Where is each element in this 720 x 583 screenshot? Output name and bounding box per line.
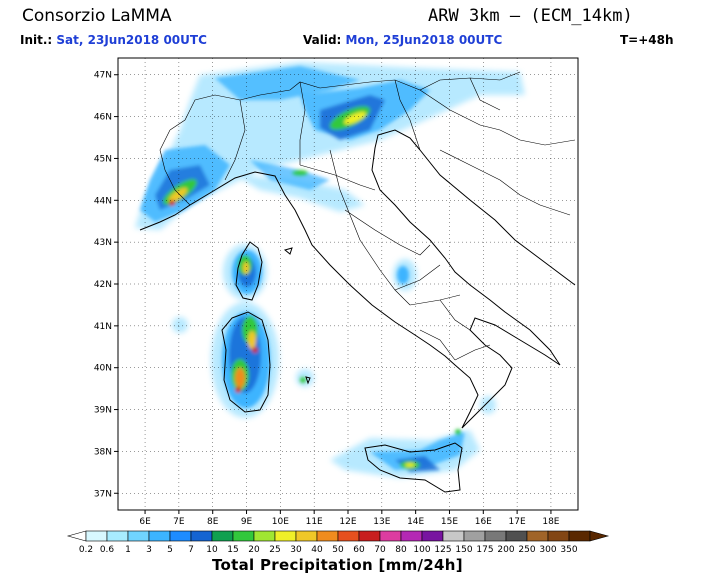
colorbar-swatch	[505, 530, 528, 542]
lon-tick-label: 12E	[339, 517, 356, 527]
lat-tick-label: 42N	[94, 280, 112, 290]
init-value: Sat, 23Jun2018 00UTC	[56, 33, 207, 47]
colorbar-swatch	[568, 530, 591, 542]
lon-tick-label: 7E	[173, 517, 185, 527]
colorbar-tick-label: 80	[395, 545, 407, 555]
colorbar-max-arrow	[589, 530, 610, 542]
colorbar-tick-label: 25	[269, 545, 280, 555]
colorbar-tick-label: 60	[353, 545, 365, 555]
init-label: Init.:	[20, 33, 53, 47]
colorbar-swatch	[463, 530, 486, 542]
lon-tick-label: 9E	[241, 517, 253, 527]
colorbar-swatch	[379, 530, 402, 542]
lat-tick-label: 40N	[94, 364, 112, 374]
lat-tick-label: 37N	[94, 489, 112, 499]
colorbar-tick-label: 70	[374, 545, 386, 555]
colorbar-swatch	[295, 530, 318, 542]
lat-tick-label: 39N	[94, 406, 112, 416]
lon-tick-label: 16E	[475, 517, 492, 527]
colorbar-tick-label: 50	[332, 545, 344, 555]
colorbar-tick-label: 350	[560, 545, 577, 555]
colorbar-swatch	[253, 530, 276, 542]
lon-tick-label: 14E	[407, 517, 424, 527]
colorbar-tick-label: 125	[434, 545, 451, 555]
colorbar	[66, 530, 610, 542]
colorbar-swatch	[421, 530, 444, 542]
colorbar-swatch	[106, 530, 129, 542]
colorbar-swatch	[190, 530, 213, 542]
colorbar-swatch	[358, 530, 381, 542]
lon-tick-label: 17E	[509, 517, 526, 527]
lon-tick-label: 18E	[542, 517, 559, 527]
colorbar-tick-label: 175	[476, 545, 493, 555]
colorbar-swatch	[484, 530, 507, 542]
colorbar-swatch	[169, 530, 192, 542]
colorbar-swatch	[274, 530, 297, 542]
colorbar-tick-label: 1	[125, 545, 131, 555]
valid-value: Mon, 25Jun2018 00UTC	[345, 33, 503, 47]
colorbar-swatch	[547, 530, 570, 542]
lon-tick-label: 13E	[373, 517, 390, 527]
colorbar-labels: 0.2 0.6 1 3 5 7 10 15 20 25 30 40 50 60 70 80 100 125 150 1…	[79, 545, 578, 555]
colorbar-min-arrow	[66, 530, 87, 542]
longitude-labels: 6E 7E 8E 9E 10E 11E 12E 13E 14E 15E 16E 17E 18E	[139, 510, 560, 527]
lon-tick-label: 15E	[441, 517, 458, 527]
colorbar-tick-label: 20	[248, 545, 260, 555]
colorbar-swatch	[211, 530, 234, 542]
colorbar-swatch	[232, 530, 255, 542]
colorbar-tick-label: 0.2	[79, 545, 93, 555]
organization-title: Consorzio LaMMA	[22, 6, 172, 26]
colorbar-tick-label: 7	[188, 545, 194, 555]
lat-tick-label: 43N	[94, 238, 112, 248]
colorbar-tick-label: 3	[146, 545, 152, 555]
colorbar-swatch	[316, 530, 339, 542]
lat-tick-label: 41N	[94, 322, 112, 332]
lat-tick-label: 46N	[94, 113, 112, 123]
colorbar-tick-label: 5	[167, 545, 173, 555]
colorbar-tick-label: 10	[206, 545, 218, 555]
colorbar-tick-label: 300	[539, 545, 556, 555]
colorbar-tick-label: 250	[518, 545, 535, 555]
graticule	[118, 58, 578, 510]
valid-label: Valid:	[303, 33, 342, 47]
lon-tick-label: 8E	[207, 517, 219, 527]
colorbar-swatch	[85, 530, 108, 542]
lat-tick-label: 38N	[94, 447, 112, 457]
colorbar-swatch	[400, 530, 423, 542]
lat-tick-label: 47N	[94, 71, 112, 81]
valid-time: Valid: Mon, 25Jun2018 00UTC	[303, 33, 502, 47]
lat-tick-label: 45N	[94, 154, 112, 164]
model-title: ARW 3km – (ECM_14km)	[428, 6, 633, 26]
forecast-timestep: T=+48h	[620, 33, 674, 47]
colorbar-tick-label: 30	[290, 545, 302, 555]
colorbar-tick-label: 15	[227, 545, 238, 555]
colorbar-swatch	[337, 530, 360, 542]
colorbar-swatch	[526, 530, 549, 542]
borders	[159, 71, 576, 361]
coastlines	[139, 129, 576, 493]
latitude-labels: 47N 46N 45N 44N 43N 42N 41N 40N 39N 38N 37N	[94, 71, 118, 499]
colorbar-tick-label: 200	[497, 545, 514, 555]
colorbar-swatch	[127, 530, 150, 542]
lon-tick-label: 11E	[306, 517, 323, 527]
colorbar-swatch	[148, 530, 171, 542]
colorbar-tick-label: 100	[413, 545, 430, 555]
colorbar-tick-label: 40	[311, 545, 323, 555]
colorbar-tick-label: 150	[455, 545, 472, 555]
init-time: Init.: Sat, 23Jun2018 00UTC	[20, 33, 207, 47]
colorbar-tick-label: 0.6	[100, 545, 115, 555]
colorbar-title: Total Precipitation [mm/24h]	[212, 556, 463, 574]
colorbar-swatch	[442, 530, 465, 542]
lat-tick-label: 44N	[94, 196, 112, 206]
lon-tick-label: 6E	[139, 517, 151, 527]
lon-tick-label: 10E	[272, 517, 289, 527]
